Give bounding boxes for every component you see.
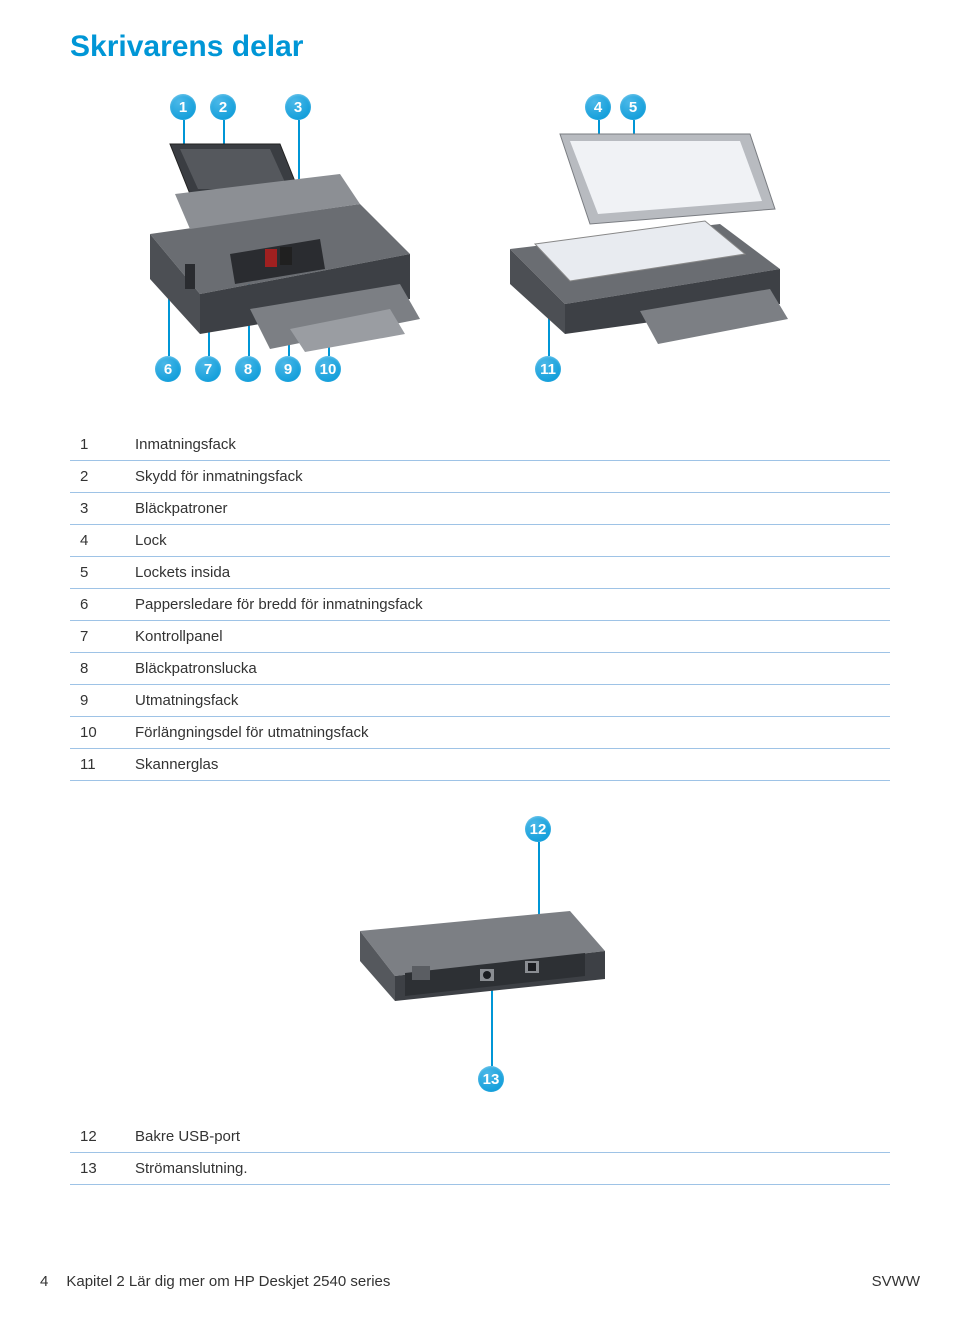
part-label: Bläckpatroner — [125, 493, 890, 525]
callout-2: 2 — [210, 94, 236, 120]
footer-right: SVWW — [872, 1273, 920, 1290]
table-row: 9Utmatningsfack — [70, 685, 890, 717]
part-number: 2 — [70, 461, 125, 493]
callout-6: 6 — [155, 356, 181, 382]
footer-page-number: 4 — [40, 1273, 48, 1290]
table-row: 8Bläckpatronslucka — [70, 653, 890, 685]
table-row: 4Lock — [70, 525, 890, 557]
table-row: 6Pappersledare för bredd för inmatningsf… — [70, 589, 890, 621]
printer-front-illustration — [130, 134, 430, 354]
part-label: Bläckpatronslucka — [125, 653, 890, 685]
printer-diagram-top: 12 3 45 6789 10 11 — [90, 94, 870, 404]
callout-1: 1 — [170, 94, 196, 120]
part-number: 6 — [70, 589, 125, 621]
callout-8: 8 — [235, 356, 261, 382]
callout-3: 3 — [285, 94, 311, 120]
part-label: Utmatningsfack — [125, 685, 890, 717]
callout-4: 4 — [585, 94, 611, 120]
part-label: Skydd för inmatningsfack — [125, 461, 890, 493]
callout-9: 9 — [275, 356, 301, 382]
page-title: Skrivarens delar — [70, 30, 890, 64]
footer-chapter: Kapitel 2 Lär dig mer om HP Deskjet 2540… — [66, 1273, 390, 1290]
table-row: 12Bakre USB-port — [70, 1121, 890, 1153]
table-row: 7Kontrollpanel — [70, 621, 890, 653]
part-label: Förlängningsdel för utmatningsfack — [125, 717, 890, 749]
part-number: 4 — [70, 525, 125, 557]
part-number: 9 — [70, 685, 125, 717]
callout-7: 7 — [195, 356, 221, 382]
callout-12: 12 — [525, 816, 551, 842]
callout-11: 11 — [535, 356, 561, 382]
part-number: 7 — [70, 621, 125, 653]
part-number: 13 — [70, 1153, 125, 1185]
part-number: 12 — [70, 1121, 125, 1153]
printer-diagram-back: 12 13 — [330, 816, 630, 1096]
part-number: 10 — [70, 717, 125, 749]
parts-table-1: 1Inmatningsfack2Skydd för inmatningsfack… — [70, 429, 890, 781]
table-row: 5Lockets insida — [70, 557, 890, 589]
part-label: Inmatningsfack — [125, 429, 890, 461]
part-label: Skannerglas — [125, 749, 890, 781]
part-number: 5 — [70, 557, 125, 589]
part-number: 3 — [70, 493, 125, 525]
printer-scanner-illustration — [490, 129, 810, 354]
part-number: 8 — [70, 653, 125, 685]
table-row: 3Bläckpatroner — [70, 493, 890, 525]
page-footer: 4 Kapitel 2 Lär dig mer om HP Deskjet 25… — [40, 1273, 920, 1290]
part-label: Pappersledare för bredd för inmatningsfa… — [125, 589, 890, 621]
table-row: 13Strömanslutning. — [70, 1153, 890, 1185]
table-row: 2Skydd för inmatningsfack — [70, 461, 890, 493]
table-row: 11Skannerglas — [70, 749, 890, 781]
table-row: 10Förlängningsdel för utmatningsfack — [70, 717, 890, 749]
part-number: 11 — [70, 749, 125, 781]
callout-13: 13 — [478, 1066, 504, 1092]
callout-10: 10 — [315, 356, 341, 382]
part-label: Lockets insida — [125, 557, 890, 589]
table-row: 1Inmatningsfack — [70, 429, 890, 461]
part-label: Strömanslutning. — [125, 1153, 890, 1185]
part-number: 1 — [70, 429, 125, 461]
part-label: Kontrollpanel — [125, 621, 890, 653]
part-label: Bakre USB-port — [125, 1121, 890, 1153]
callout-5: 5 — [620, 94, 646, 120]
part-label: Lock — [125, 525, 890, 557]
printer-back-illustration — [350, 901, 610, 1011]
parts-table-2: 12Bakre USB-port13Strömanslutning. — [70, 1121, 890, 1185]
